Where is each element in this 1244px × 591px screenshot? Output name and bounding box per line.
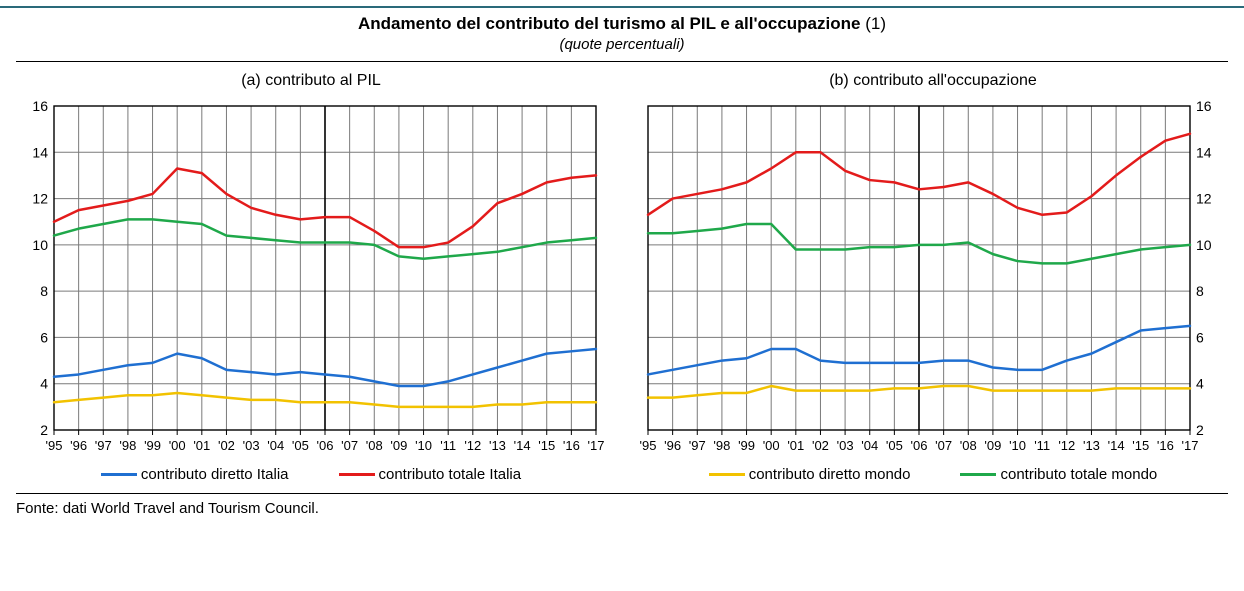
main-title: Andamento del contributo del turismo al … [0, 14, 1244, 34]
svg-text:'00: '00 [169, 438, 186, 453]
svg-text:6: 6 [1196, 329, 1204, 345]
panels-row: (a) contributo al PIL 2 4 6 8 10 12 14 16 '95 '96… [0, 62, 1244, 487]
svg-text:'99: '99 [738, 438, 755, 453]
svg-text:'13: '13 [489, 438, 506, 453]
svg-text:'95: '95 [46, 438, 63, 453]
svg-text:8: 8 [40, 283, 48, 299]
panel-b: (b) contributo all'occupazione 2 4 6 8 10 12 1… [638, 62, 1228, 487]
svg-text:'06: '06 [911, 438, 928, 453]
figure-container: Andamento del contributo del turismo al … [0, 6, 1244, 591]
svg-text:'11: '11 [440, 438, 456, 453]
legend-a: contributo diretto Italia contributo tota… [16, 458, 606, 487]
svg-text:'16: '16 [1157, 438, 1174, 453]
svg-text:'15: '15 [538, 438, 555, 453]
svg-text:'97: '97 [95, 438, 112, 453]
svg-text:'03: '03 [837, 438, 854, 453]
svg-text:2: 2 [1196, 422, 1204, 438]
panel-a-title: (a) contributo al PIL [16, 62, 606, 98]
svg-text:'12: '12 [1058, 438, 1075, 453]
svg-text:'04: '04 [267, 438, 284, 453]
legend-item: contributo diretto mondo [709, 466, 911, 483]
legend-item: contributo diretto Italia [101, 466, 289, 483]
svg-text:'02: '02 [218, 438, 235, 453]
svg-text:6: 6 [40, 329, 48, 345]
svg-text:12: 12 [32, 191, 48, 207]
svg-text:'02: '02 [812, 438, 829, 453]
svg-text:'96: '96 [70, 438, 87, 453]
title-text: Andamento del contributo del turismo al … [358, 14, 860, 33]
svg-text:'10: '10 [1009, 438, 1026, 453]
subtitle: (quote percentuali) [0, 36, 1244, 53]
svg-text:16: 16 [32, 98, 48, 114]
svg-text:'14: '14 [514, 438, 531, 453]
svg-text:'95: '95 [640, 438, 657, 453]
panel-b-title: (b) contributo all'occupazione [638, 62, 1228, 98]
svg-text:'05: '05 [886, 438, 903, 453]
svg-text:14: 14 [32, 144, 48, 160]
legend-label: contributo diretto Italia [141, 466, 289, 483]
title-note: (1) [865, 14, 886, 33]
svg-text:'98: '98 [713, 438, 730, 453]
svg-text:'09: '09 [390, 438, 407, 453]
svg-text:10: 10 [32, 237, 48, 253]
svg-text:'17: '17 [588, 438, 605, 453]
svg-text:'07: '07 [341, 438, 358, 453]
legend-label: contributo diretto mondo [749, 466, 911, 483]
legend-swatch [339, 473, 375, 476]
legend-swatch [960, 473, 996, 476]
svg-text:'99: '99 [144, 438, 161, 453]
svg-text:'10: '10 [415, 438, 432, 453]
svg-text:'04: '04 [861, 438, 878, 453]
svg-text:'00: '00 [763, 438, 780, 453]
svg-text:'16: '16 [563, 438, 580, 453]
chart-b: 2 4 6 8 10 12 14 16 '95 '96 '97 '98 '99 '00 '01 '02 '03 '… [638, 98, 1228, 458]
svg-text:'01: '01 [787, 438, 804, 453]
svg-text:4: 4 [1196, 376, 1204, 392]
svg-text:'12: '12 [464, 438, 481, 453]
svg-text:'08: '08 [960, 438, 977, 453]
legend-label: contributo totale mondo [1000, 466, 1157, 483]
svg-text:'15: '15 [1132, 438, 1149, 453]
title-block: Andamento del contributo del turismo al … [0, 8, 1244, 57]
svg-text:14: 14 [1196, 144, 1212, 160]
svg-text:'96: '96 [664, 438, 681, 453]
svg-text:16: 16 [1196, 98, 1212, 114]
svg-text:'13: '13 [1083, 438, 1100, 453]
legend-swatch [709, 473, 745, 476]
svg-text:'01: '01 [193, 438, 210, 453]
chart-a: 2 4 6 8 10 12 14 16 '95 '96 '97 '98 '99 '00 '01 '02 '03 '… [16, 98, 606, 458]
legend-b: contributo diretto mondo contributo total… [638, 458, 1228, 487]
svg-text:12: 12 [1196, 191, 1212, 207]
svg-text:'07: '07 [935, 438, 952, 453]
svg-text:10: 10 [1196, 237, 1212, 253]
svg-text:'06: '06 [317, 438, 334, 453]
source-line: Fonte: dati World Travel and Tourism Cou… [0, 494, 1244, 517]
svg-text:'11: '11 [1034, 438, 1050, 453]
svg-text:'08: '08 [366, 438, 383, 453]
svg-text:'05: '05 [292, 438, 309, 453]
legend-item: contributo totale Italia [339, 466, 522, 483]
svg-text:4: 4 [40, 376, 48, 392]
svg-text:2: 2 [40, 422, 48, 438]
svg-text:8: 8 [1196, 283, 1204, 299]
legend-label: contributo totale Italia [379, 466, 522, 483]
legend-swatch [101, 473, 137, 476]
svg-text:'03: '03 [243, 438, 260, 453]
svg-text:'97: '97 [689, 438, 706, 453]
svg-text:'09: '09 [984, 438, 1001, 453]
svg-text:'17: '17 [1182, 438, 1199, 453]
svg-text:'98: '98 [119, 438, 136, 453]
panel-a: (a) contributo al PIL 2 4 6 8 10 12 14 16 '95 '96… [16, 62, 606, 487]
svg-text:'14: '14 [1108, 438, 1125, 453]
legend-item: contributo totale mondo [960, 466, 1157, 483]
